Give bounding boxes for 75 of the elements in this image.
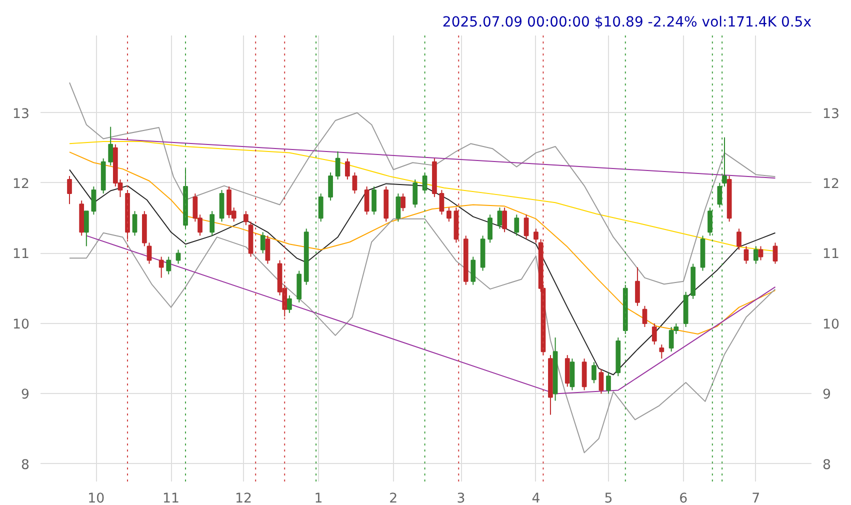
y2-tick-label: 12	[822, 176, 840, 192]
candlestick	[652, 322, 657, 346]
x-tick-label: 10	[88, 492, 105, 505]
x-tick-label: 11	[162, 492, 180, 505]
candlestick	[642, 305, 648, 328]
candlestick	[67, 175, 72, 205]
y2-tick-label: 9	[822, 388, 831, 403]
y2-tick-label: 11	[822, 247, 840, 262]
candlestick	[345, 158, 350, 180]
candlestick	[470, 256, 476, 286]
candlestick	[91, 186, 96, 216]
candlestick	[592, 362, 596, 384]
y2-tick-label: 13	[822, 106, 840, 122]
y-tick-label: 12	[12, 176, 30, 192]
y-tick-label: 8	[21, 458, 30, 473]
x-tick-label: 1	[314, 492, 323, 505]
candlestick	[446, 207, 452, 222]
y2-tick-label: 10	[822, 317, 840, 332]
line-series	[69, 82, 776, 285]
candlestick	[606, 372, 611, 394]
candlestick	[722, 136, 727, 188]
candlestick	[244, 210, 248, 226]
y-tick-label: 9	[21, 388, 30, 403]
x-tick-label: 4	[532, 492, 540, 505]
candlestick	[318, 193, 324, 222]
x-tick-label: 6	[679, 492, 688, 505]
line-series	[69, 169, 776, 376]
candlestick	[132, 210, 138, 236]
candlestick	[210, 210, 215, 236]
x-tick-label: 3	[456, 492, 466, 505]
candlestick	[260, 232, 266, 254]
candlestick	[176, 249, 181, 264]
candlestick	[497, 207, 502, 230]
candlestick	[717, 182, 722, 208]
y-tick-label: 13	[12, 106, 30, 122]
candlestick	[352, 172, 358, 194]
candlestick	[524, 214, 529, 240]
candlestick	[412, 178, 418, 208]
x-tick-label: 2	[389, 492, 398, 505]
y-tick-label: 11	[12, 247, 30, 262]
candlestick	[108, 126, 114, 166]
candlestick	[659, 344, 664, 360]
candlestick	[736, 228, 742, 250]
x-tick-label: 5	[604, 492, 613, 505]
candlestick	[744, 246, 749, 264]
line-series	[69, 218, 776, 454]
candlestick	[514, 214, 520, 236]
candlestick	[534, 228, 538, 244]
candlestick	[396, 193, 401, 222]
candlestick	[400, 193, 406, 212]
y2-tick-label: 8	[822, 458, 831, 473]
candlestick	[598, 368, 604, 394]
candlestick	[753, 246, 758, 264]
y-tick-label: 10	[12, 317, 30, 332]
x-tick-label: 12	[235, 492, 252, 505]
candlestick	[635, 266, 640, 306]
candlestick	[439, 190, 444, 216]
candlestick	[708, 207, 712, 236]
line-series	[86, 235, 776, 394]
candlestick	[146, 242, 152, 264]
candlestick	[328, 172, 333, 202]
candlestick	[758, 246, 764, 261]
candlestick	[265, 235, 270, 264]
candlestick	[287, 294, 292, 314]
candlestick	[158, 256, 164, 278]
candlestick	[502, 207, 507, 233]
candlestick	[364, 186, 370, 216]
candlestick	[335, 150, 340, 180]
chart-title: 2025.07.09 00:00:00 $10.89 -2.24% vol:171.4K 0.5x	[442, 14, 812, 30]
candlestick	[772, 242, 778, 264]
candlestick	[84, 210, 89, 247]
candlestick	[488, 214, 492, 244]
x-tick-label: 7	[752, 492, 760, 505]
candlestick	[166, 256, 172, 275]
candlestick	[372, 186, 376, 216]
